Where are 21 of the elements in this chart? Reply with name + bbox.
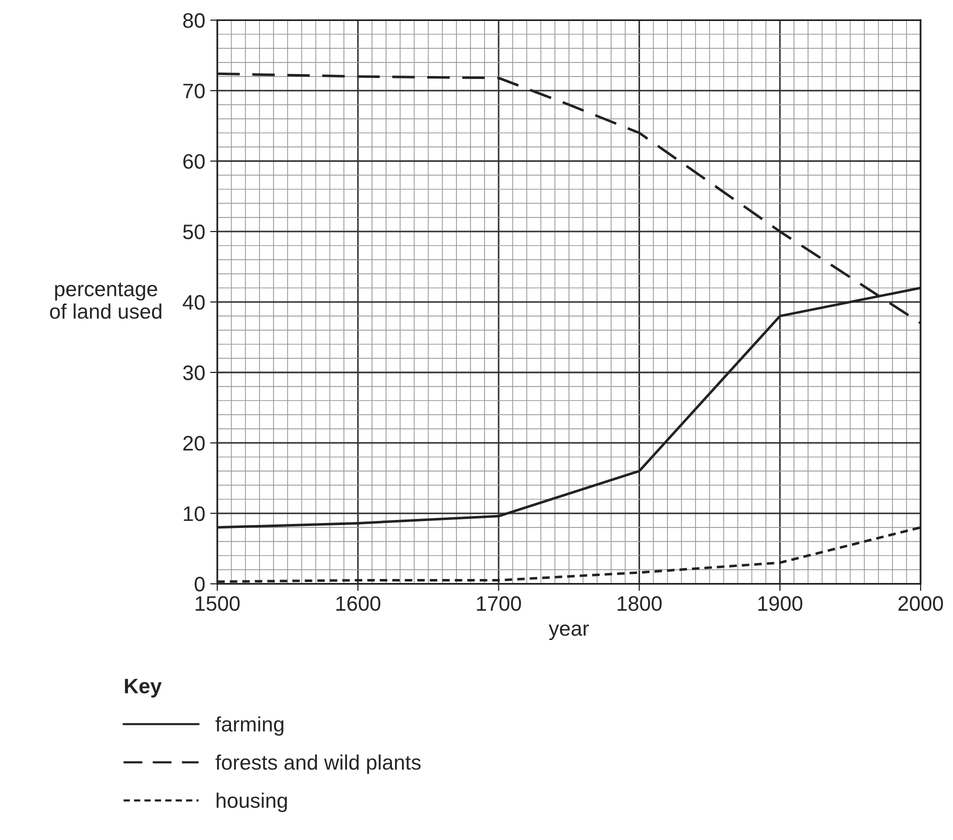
x-tick-label: 1600 <box>336 596 380 611</box>
y-tick-label: 20 <box>183 436 205 451</box>
x-axis-title: year <box>548 624 589 640</box>
legend-label: forests and wild plants <box>216 754 421 774</box>
y-axis-title: percentage of land used <box>50 282 162 319</box>
legend-title: Key <box>124 678 162 698</box>
y-tick-label: 70 <box>183 84 205 98</box>
x-tick-label: 1700 <box>477 596 521 611</box>
y-tick-label: 40 <box>182 294 205 310</box>
x-tick-label: 1900 <box>758 596 802 611</box>
y-tick-label: 30 <box>183 365 205 380</box>
y-tick-label: 60 <box>183 154 205 169</box>
x-tick-label: 1800 <box>618 596 662 611</box>
y-tick-label: 80 <box>183 13 205 28</box>
y-tick-label: 0 <box>194 576 205 592</box>
legend-label: farming <box>216 716 284 736</box>
x-tick-label: 2000 <box>898 596 943 611</box>
y-tick-label: 50 <box>183 224 205 240</box>
y-tick-label: 10 <box>184 506 205 522</box>
x-tick-label: 1500 <box>196 596 240 611</box>
legend-label: housing <box>216 792 287 812</box>
